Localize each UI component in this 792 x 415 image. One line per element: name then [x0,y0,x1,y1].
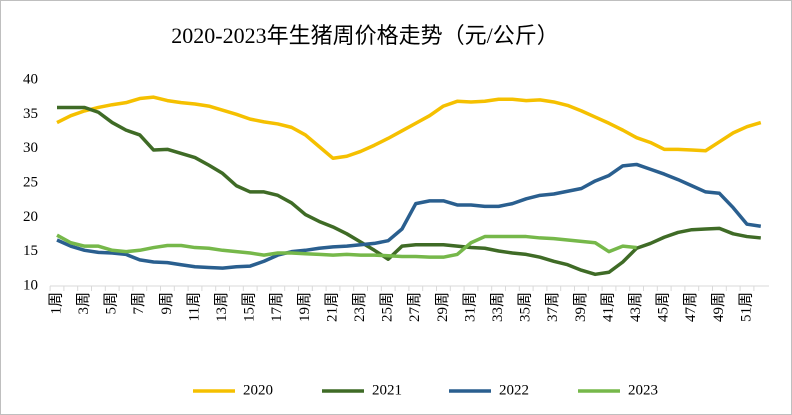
x-tick-label: 49周 [710,292,727,322]
y-tick-label: 40 [23,71,38,87]
x-tick-label: 23周 [351,292,368,322]
x-tick-label: 3周 [75,292,92,315]
chart-title: 2020-2023年生猪周价格走势（元/公斤） [171,23,558,48]
x-tick-label: 43周 [627,292,644,322]
x-tick-label: 33周 [489,292,506,322]
x-tick-label: 31周 [461,292,478,322]
series-line [56,162,762,270]
series-line [57,105,761,277]
y-tick-label: 35 [23,106,38,122]
x-tick-label: 37周 [544,292,561,322]
x-tick-label: 35周 [517,292,534,322]
legend-label: 2021 [372,382,402,398]
series-line [56,95,762,161]
x-tick-label: 7周 [130,292,147,315]
x-tick-label: 47周 [682,292,699,322]
x-tick-label: 9周 [158,292,175,315]
legend-label: 2023 [628,382,658,398]
x-tick-label: 13周 [213,292,230,322]
x-tick-label: 11周 [185,292,202,321]
legend-label: 2022 [499,382,529,398]
x-tick-label: 25周 [379,292,396,322]
series-line [56,233,637,259]
x-tick-label: 39周 [572,292,589,322]
x-tick-label: 51周 [737,292,754,322]
x-tick-label: 17周 [268,292,285,322]
x-tick-label: 27周 [406,292,423,322]
x-tick-label: 15周 [241,292,258,322]
x-tick-label: 21周 [323,292,340,322]
y-tick-label: 15 [23,243,38,259]
y-tick-label: 25 [23,174,38,190]
legend-label: 2020 [243,382,273,398]
x-tick-label: 41周 [599,292,616,322]
x-tick-label: 29周 [434,292,451,322]
y-tick-label: 30 [23,140,38,156]
x-tick-label: 5周 [103,292,120,315]
y-tick-label: 20 [23,209,38,225]
x-tick-label: 45周 [655,292,672,322]
x-tick-label: 1周 [47,292,64,315]
x-tick-label: 19周 [296,292,313,322]
y-tick-label: 10 [23,277,38,293]
